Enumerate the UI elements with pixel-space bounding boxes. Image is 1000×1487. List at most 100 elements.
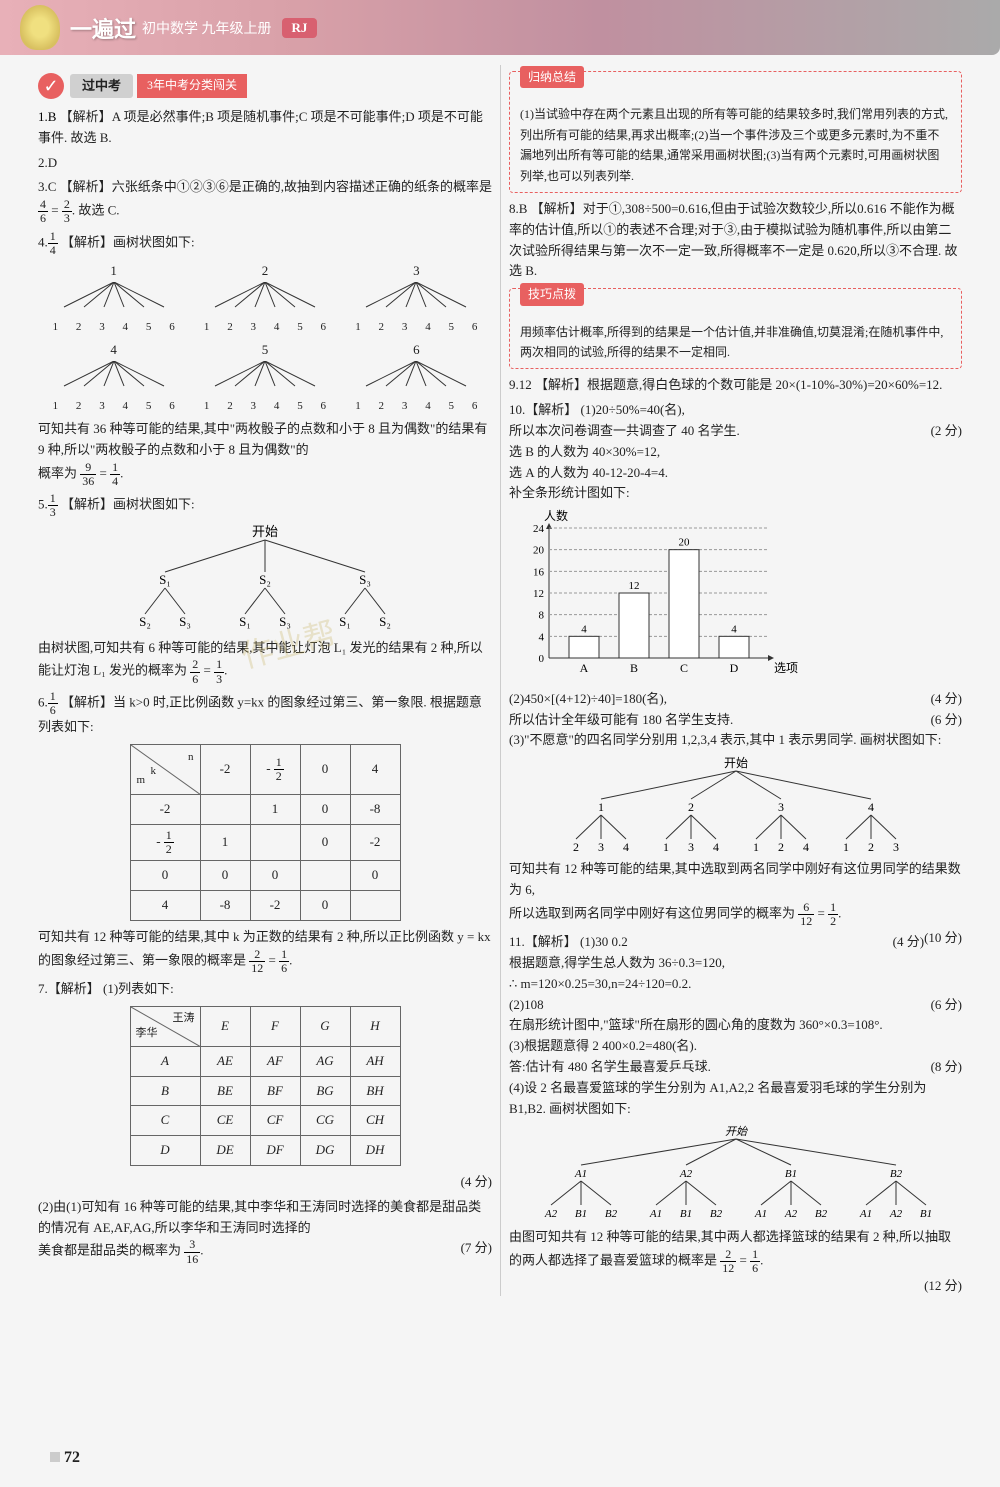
svg-text:选项: 选项	[774, 661, 798, 675]
svg-text:A1: A1	[648, 1208, 661, 1220]
badge-sub: 3年中考分类闯关	[137, 74, 247, 97]
svg-text:2: 2	[688, 800, 694, 814]
svg-text:4: 4	[713, 840, 719, 854]
q5: 5.13 【解析】画树状图如下:	[38, 492, 492, 519]
svg-text:S₂: S₂	[139, 614, 151, 629]
q11-tree: 开始A1A2B1B2A2A1B1B2B1A1A2B2B2A1A2B1	[521, 1123, 951, 1223]
header-subtitle: 初中数学 九年级上册	[142, 18, 272, 38]
svg-text:2: 2	[778, 840, 784, 854]
svg-text:开始: 开始	[252, 524, 278, 539]
svg-text:16: 16	[533, 566, 545, 578]
svg-text:S₁: S₁	[339, 614, 351, 629]
svg-text:2: 2	[868, 840, 874, 854]
svg-text:B: B	[630, 661, 638, 675]
q4-trees: 1123456212345631234564123456512345661234…	[38, 261, 492, 415]
q10: 10.【解析】 (1)20÷50%=40(名), 所以本次问卷调查一共调查了 4…	[509, 400, 962, 504]
svg-text:A2: A2	[678, 1168, 692, 1180]
svg-text:S₃: S₃	[359, 572, 371, 587]
q4-conclusion: 可知共有 36 种等可能的结果,其中"两枚骰子的点数和小于 8 且为偶数"的结果…	[38, 419, 492, 488]
q7-conclusion: (2)由(1)可知有 16 种等可能的结果,其中李华和王涛同时选择的美食都是甜品…	[38, 1197, 492, 1266]
svg-text:4: 4	[868, 800, 874, 814]
svg-text:S₂: S₂	[259, 572, 271, 587]
box1-text: (1)当试验中存在两个元素且出现的所有等可能的结果较多时,我们常用列表的方式,列…	[520, 104, 951, 186]
svg-text:1: 1	[663, 840, 669, 854]
bar-chart: 人数481216202404A12B20C4D选项	[509, 508, 809, 678]
svg-text:4: 4	[731, 623, 737, 635]
balloon-icon	[20, 5, 60, 50]
svg-text:4: 4	[623, 840, 629, 854]
summary-box-2: 技巧点拨 用频率估计概率,所得到的结果是一个估计值,并非准确值,切莫混淆;在随机…	[509, 288, 962, 369]
svg-text:B1: B1	[679, 1208, 691, 1220]
svg-text:A1: A1	[753, 1208, 766, 1220]
badge-text: 过中考	[70, 74, 133, 99]
box2-text: 用频率估计概率,所得到的结果是一个估计值,并非准确值,切莫混淆;在随机事件中,两…	[520, 322, 951, 363]
svg-text:B1: B1	[919, 1208, 931, 1220]
q11c: 由图可知共有 12 种等可能的结果,其中两人都选择篮球的结果有 2 种,所以抽取…	[509, 1227, 962, 1275]
svg-text:A1: A1	[573, 1168, 586, 1180]
q10b: (2)450×[(4+12)÷40]=180(名),(4 分) 所以估计全年级可…	[509, 689, 962, 751]
q7: 7.【解析】 (1)列表如下:	[38, 979, 492, 1000]
svg-text:12: 12	[533, 588, 544, 600]
svg-text:B2: B2	[709, 1208, 722, 1220]
page-header: 一遍过 初中数学 九年级上册 RJ	[0, 0, 1000, 55]
svg-text:A: A	[580, 661, 589, 675]
q7-score1: (4 分)	[461, 1172, 492, 1193]
svg-text:20: 20	[679, 537, 691, 549]
svg-text:A1: A1	[858, 1208, 871, 1220]
svg-text:B1: B1	[574, 1208, 586, 1220]
q10c: 可知共有 12 种等可能的结果,其中选取到两名同学中刚好有这位男同学的结果数为 …	[509, 859, 962, 928]
q7-table: 王涛李华EFGHAAEAFAGAHBBEBFBGBHCCECFCGCHDDEDF…	[130, 1006, 401, 1166]
svg-text:4: 4	[539, 631, 545, 643]
svg-text:8: 8	[539, 610, 545, 622]
q5-conclusion: 由树状图,可知共有 6 种等可能的结果,其中能让灯泡 L₁ 发光的结果有 2 种…	[38, 638, 492, 686]
q3: 3.C 【解析】六张纸条中①②③⑥是正确的,故抽到内容描述正确的纸条的概率是 4…	[38, 177, 492, 225]
svg-text:B2: B2	[604, 1208, 617, 1220]
section-header: ✓ 过中考 3年中考分类闯关	[38, 73, 492, 99]
svg-text:0: 0	[539, 653, 545, 665]
svg-text:A2: A2	[888, 1208, 902, 1220]
svg-text:3: 3	[893, 840, 899, 854]
left-column: ✓ 过中考 3年中考分类闯关 1.B 【解析】A 项是必然事件;B 项是随机事件…	[30, 65, 500, 1296]
header-title: 一遍过	[70, 12, 136, 44]
svg-text:1: 1	[598, 800, 604, 814]
svg-text:D: D	[730, 661, 739, 675]
svg-text:S₁: S₁	[159, 572, 171, 587]
svg-text:人数: 人数	[544, 508, 568, 523]
svg-text:12: 12	[629, 580, 640, 592]
svg-text:B1: B1	[784, 1168, 796, 1180]
svg-text:A2: A2	[543, 1208, 557, 1220]
rj-badge: RJ	[282, 18, 318, 38]
q9: 9.12 【解析】根据题意,得白色球的个数可能是 20×(1-10%-30%)=…	[509, 375, 962, 396]
svg-text:2: 2	[573, 840, 579, 854]
svg-text:B2: B2	[814, 1208, 827, 1220]
q11: 11.【解析】 (1)30 0.2(4 分) 根据题意,得学生总人数为 36÷0…	[509, 932, 962, 1119]
svg-text:3: 3	[688, 840, 694, 854]
svg-text:B2: B2	[889, 1168, 902, 1180]
box1-title: 归纳总结	[520, 66, 584, 88]
svg-text:3: 3	[598, 840, 604, 854]
box2-title: 技巧点拨	[520, 283, 584, 305]
right-column: 归纳总结 (1)当试验中存在两个元素且出现的所有等可能的结果较多时,我们常用列表…	[500, 65, 970, 1296]
svg-text:1: 1	[753, 840, 759, 854]
svg-text:4: 4	[803, 840, 809, 854]
svg-text:S₃: S₃	[279, 614, 291, 629]
svg-text:S₃: S₃	[179, 614, 191, 629]
q6-conclusion: 可知共有 12 种等可能的结果,其中 k 为正数的结果有 2 种,所以正比例函数…	[38, 927, 492, 975]
q8: 8.B 【解析】对于①,308÷500=0.616,但由于试验次数较少,所以0.…	[509, 199, 962, 282]
q6-table: nkm-2- 1204-210-8- 1210-200004-8-20	[130, 744, 401, 921]
check-icon: ✓	[38, 73, 64, 99]
svg-text:20: 20	[533, 545, 545, 557]
svg-text:4: 4	[581, 623, 587, 635]
svg-text:3: 3	[778, 800, 784, 814]
svg-text:开始: 开始	[725, 1125, 748, 1138]
q1: 1.B 【解析】A 项是必然事件;B 项是随机事件;C 项是不可能事件;D 项是…	[38, 107, 492, 149]
svg-text:24: 24	[533, 523, 545, 535]
page-number: 72	[50, 1449, 80, 1467]
svg-text:S₁: S₁	[239, 614, 251, 629]
summary-box-1: 归纳总结 (1)当试验中存在两个元素且出现的所有等可能的结果较多时,我们常用列表…	[509, 71, 962, 193]
svg-text:S₂: S₂	[379, 614, 391, 629]
q6: 6.16 【解析】当 k>0 时,正比例函数 y=kx 的图象经过第三、第一象限…	[38, 690, 492, 738]
svg-text:1: 1	[843, 840, 849, 854]
content-area: ✓ 过中考 3年中考分类闯关 1.B 【解析】A 项是必然事件;B 项是随机事件…	[0, 55, 1000, 1306]
svg-text:开始: 开始	[723, 756, 747, 770]
